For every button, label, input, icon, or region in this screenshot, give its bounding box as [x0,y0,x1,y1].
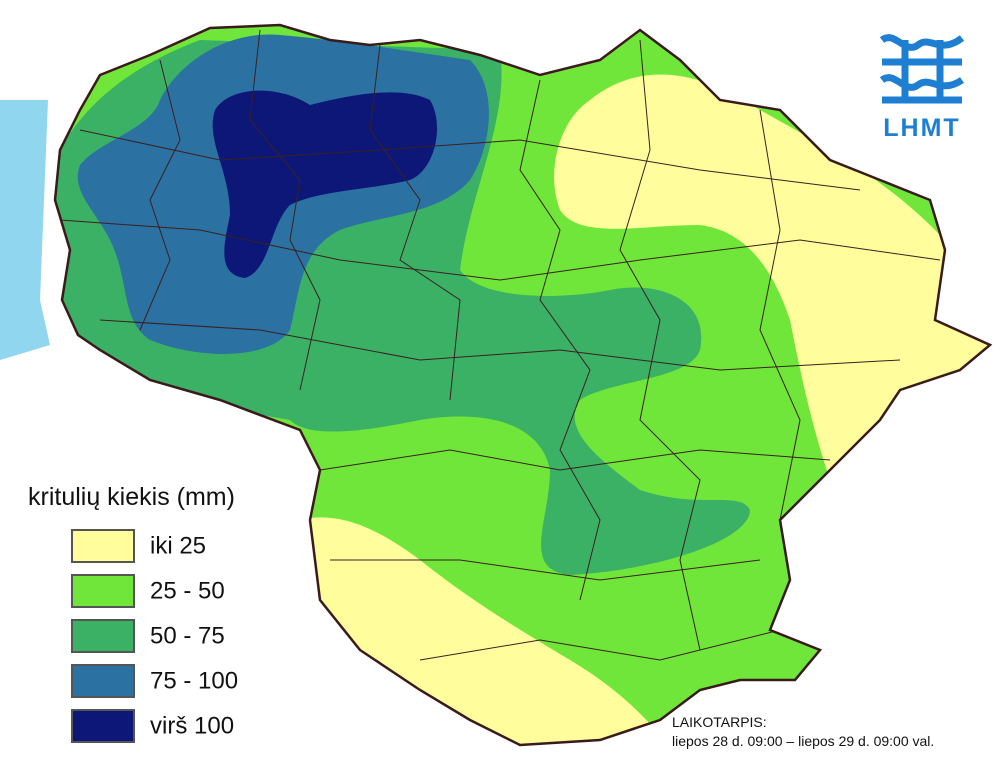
period-title: LAIKOTARPIS: [672,714,767,730]
legend-label: virš 100 [150,712,234,739]
period-range: liepos 28 d. 09:00 – liepos 29 d. 09:00 … [672,733,934,749]
logo: LHMT [879,34,965,142]
legend-title: kritulių kiekis (mm) [28,483,235,511]
legend: kritulių kiekis (mm) iki 25 25 - 50 50 - 7… [28,483,238,743]
district-borders [59,29,941,661]
zone-virs-100 [212,90,438,278]
legend-swatch [71,619,135,653]
zone-iki-25 [554,74,990,480]
sea [0,100,50,360]
logo-text: LHMT [883,114,960,142]
legend-swatch [71,664,135,698]
legend-label: 25 - 50 [150,577,225,604]
legend-label: 75 - 100 [150,667,238,694]
logo-mark [879,34,965,104]
legend-swatch [71,529,135,563]
legend-swatch [71,709,135,743]
legend-label: 50 - 75 [150,622,225,649]
legend-label: iki 25 [150,532,206,559]
legend-swatch [71,574,135,608]
